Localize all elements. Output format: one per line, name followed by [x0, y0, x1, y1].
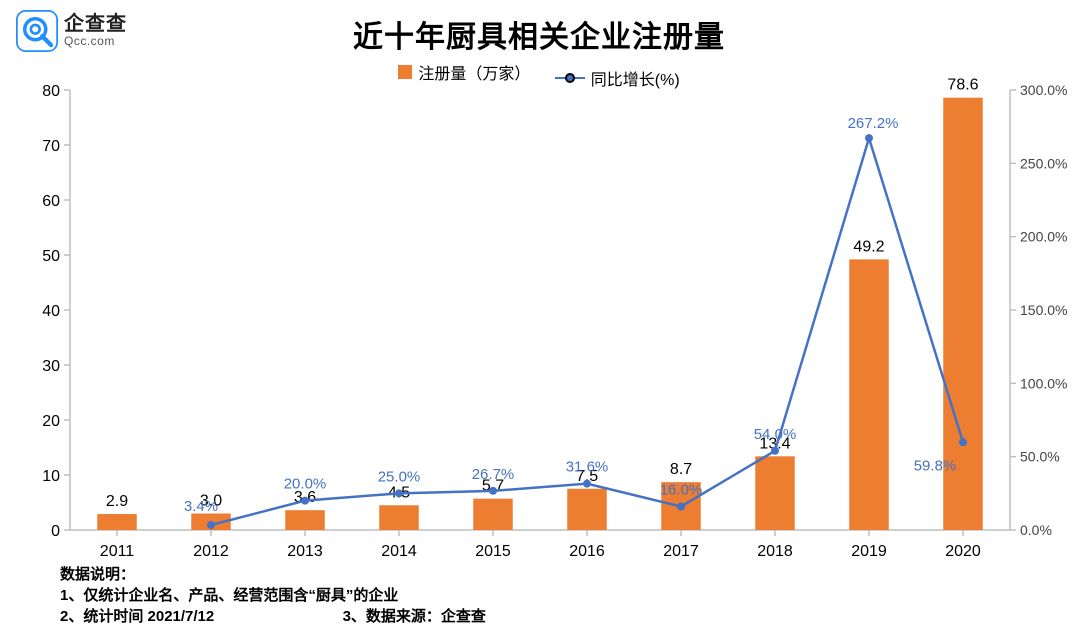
footer-line1: 数据说明： — [60, 564, 486, 585]
svg-text:8.7: 8.7 — [670, 461, 692, 478]
svg-text:0: 0 — [51, 523, 60, 540]
line-marker — [865, 134, 873, 142]
svg-text:20: 20 — [42, 413, 60, 430]
svg-text:50.0%: 50.0% — [1020, 449, 1060, 465]
bar — [285, 510, 324, 530]
svg-text:54.0%: 54.0% — [754, 426, 797, 443]
svg-text:0.0%: 0.0% — [1020, 522, 1052, 538]
svg-text:60: 60 — [42, 193, 60, 210]
svg-text:267.2%: 267.2% — [848, 115, 899, 132]
svg-text:2012: 2012 — [193, 543, 229, 560]
line-marker — [959, 438, 967, 446]
svg-text:250.0%: 250.0% — [1020, 155, 1067, 171]
line-marker — [395, 489, 403, 497]
footer-line3b: 3、数据来源：企查查 — [343, 608, 486, 625]
svg-text:78.6: 78.6 — [947, 77, 978, 94]
svg-text:2013: 2013 — [287, 543, 323, 560]
svg-text:26.7%: 26.7% — [472, 466, 515, 483]
line-marker — [207, 521, 215, 529]
svg-text:10: 10 — [42, 468, 60, 485]
svg-text:2018: 2018 — [757, 543, 793, 560]
svg-text:2.9: 2.9 — [106, 493, 128, 510]
svg-text:49.2: 49.2 — [853, 238, 884, 255]
bar — [567, 489, 606, 530]
svg-text:2014: 2014 — [381, 543, 417, 560]
svg-text:2011: 2011 — [100, 543, 135, 560]
svg-text:2016: 2016 — [569, 543, 605, 560]
svg-text:40: 40 — [42, 303, 60, 320]
line-marker — [677, 503, 685, 511]
svg-text:3.4%: 3.4% — [184, 498, 218, 515]
svg-text:30: 30 — [42, 358, 60, 375]
bar — [379, 505, 418, 530]
svg-text:2015: 2015 — [475, 543, 511, 560]
bar — [755, 456, 794, 530]
chart-container: 企查查 Qcc.com 近十年厨具相关企业注册量 注册量（万家） 同比增长(%)… — [0, 0, 1078, 637]
svg-text:59.8%: 59.8% — [914, 457, 957, 474]
svg-text:31.6%: 31.6% — [566, 459, 609, 476]
svg-text:16.0%: 16.0% — [660, 482, 703, 499]
svg-text:25.0%: 25.0% — [378, 468, 421, 485]
svg-text:80: 80 — [42, 83, 60, 100]
footer-line2: 1、仅统计企业名、产品、经营范围含“厨具”的企业 — [60, 585, 486, 606]
bar — [849, 259, 888, 530]
svg-text:20.0%: 20.0% — [284, 476, 327, 493]
line-marker — [771, 447, 779, 455]
svg-text:50: 50 — [42, 248, 60, 265]
line-marker — [583, 480, 591, 488]
svg-text:200.0%: 200.0% — [1020, 229, 1067, 245]
line-marker — [301, 497, 309, 505]
svg-text:2017: 2017 — [663, 543, 699, 560]
svg-text:2019: 2019 — [851, 543, 887, 560]
svg-text:150.0%: 150.0% — [1020, 302, 1067, 318]
chart-svg: 0 10 20 30 40 50 60 70 80 0.0% 50.0% 100.0% 150.0% 20… — [0, 0, 1078, 637]
svg-text:100.0%: 100.0% — [1020, 375, 1067, 391]
line-marker — [489, 487, 497, 495]
footer-line3a: 2、统计时间 2021/7/12 — [60, 608, 214, 625]
bar — [97, 514, 136, 530]
svg-text:2020: 2020 — [945, 543, 981, 560]
svg-text:300.0%: 300.0% — [1020, 82, 1067, 98]
svg-text:70: 70 — [42, 138, 60, 155]
footer-notes: 数据说明： 1、仅统计企业名、产品、经营范围含“厨具”的企业 2、统计时间 20… — [60, 564, 486, 627]
bar — [473, 499, 512, 530]
